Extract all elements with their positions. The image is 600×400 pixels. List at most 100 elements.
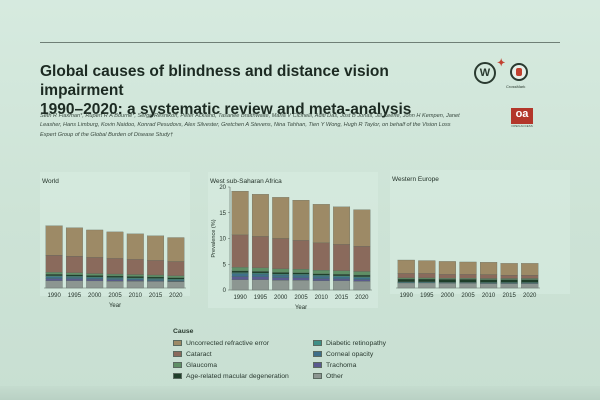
bar-segment (333, 278, 351, 281)
legend-swatch (313, 340, 322, 346)
bar-segment (231, 276, 249, 280)
bar-segment (333, 206, 351, 245)
bar-segment (521, 274, 539, 279)
x-tick-label: 1995 (420, 293, 434, 299)
bar-segment (65, 256, 83, 273)
x-tick-label: 2010 (129, 293, 143, 299)
bar-segment (500, 274, 518, 279)
bar-segment (231, 270, 249, 273)
x-tick-label: 1995 (68, 293, 82, 299)
bar-segment (480, 278, 498, 280)
bar-segment (126, 233, 144, 260)
bar-segment (126, 274, 144, 277)
x-axis-label: Year (109, 303, 121, 309)
bar-segment (86, 279, 104, 282)
bar-segment (65, 227, 83, 257)
bar-segment (459, 261, 477, 275)
bar-segment (272, 197, 290, 239)
legend-swatch (173, 373, 182, 379)
bar-segment (292, 272, 310, 275)
bar-segment (418, 282, 436, 289)
bar-segment (167, 279, 185, 281)
bar-segment (353, 279, 371, 282)
bar-segment (521, 279, 539, 283)
x-tick-label: 2020 (523, 293, 537, 299)
bar-segment (397, 278, 415, 282)
bar-segment (333, 276, 351, 280)
bar-segment (500, 278, 518, 280)
bar-segment (353, 277, 371, 280)
bar-segment (272, 272, 290, 275)
bar-segment (251, 279, 269, 291)
chart-panel-background (390, 170, 570, 294)
x-tick-label: 2015 (149, 293, 163, 299)
bar-segment (86, 277, 104, 280)
bar-segment (231, 272, 249, 274)
bar-segment (106, 231, 124, 259)
bar-segment (397, 282, 415, 289)
legend-label: Cataract (186, 351, 212, 358)
bar-segment (251, 272, 269, 275)
bar-segment (65, 272, 83, 275)
bar-segment (292, 275, 310, 279)
bar-segment (312, 270, 330, 274)
bar-segment (86, 229, 104, 258)
bar-segment (480, 274, 498, 279)
legend-swatch (173, 362, 182, 368)
bar-segment (312, 275, 330, 277)
bar-segment (521, 283, 539, 289)
bar-segment (86, 276, 104, 279)
legend-item: Trachoma (313, 362, 356, 371)
bar-segment (65, 274, 83, 277)
title-line-2: 1990–2020: a systematic review and meta-… (40, 101, 412, 118)
bar-segment (126, 259, 144, 275)
bar-segment (106, 277, 124, 279)
legend-label: Trachoma (326, 362, 357, 369)
x-tick-label: 2020 (355, 295, 369, 301)
bar-segment (521, 278, 539, 280)
bar-segment (86, 275, 104, 278)
bar-segment (106, 258, 124, 275)
y-tick-label: 15 (219, 211, 226, 217)
bar-segment (106, 275, 124, 278)
y-axis-label: Prevalence (%) (211, 219, 217, 257)
bar-segment (353, 276, 371, 278)
bar-segment (147, 235, 165, 261)
y-tick-label: 20 (219, 185, 226, 191)
legend-swatch (313, 362, 322, 368)
legend-label: Diabetic retinopathy (326, 340, 387, 347)
bar-segment (292, 240, 310, 270)
crossmark-label: CrossMark (506, 84, 526, 89)
bar-segment (65, 278, 83, 281)
open-access-sublabel: OPEN ACCESS (511, 124, 533, 128)
bar-segment (500, 283, 518, 289)
x-tick-label: 2015 (335, 295, 349, 301)
plus-icon: ✦ (497, 58, 506, 69)
screen-bottom-edge (0, 386, 600, 400)
chart-title: West sub-Saharan Africa (210, 178, 282, 185)
bar-segment (272, 273, 290, 276)
bar-segment (65, 280, 83, 289)
chart-panel: World 1990 1995 2000 2005 2010 2015 2020 Year (40, 172, 190, 309)
bar-segment (438, 261, 456, 275)
x-tick-label: 2000 (441, 293, 455, 299)
bar-segment (480, 279, 498, 283)
x-tick-label: 1990 (47, 293, 61, 299)
x-tick-label: 1995 (254, 295, 268, 301)
bar-segment (292, 274, 310, 276)
bar-segment (106, 279, 124, 282)
bar-segment (231, 190, 249, 236)
author-list: Seth R Flaxman*, Rupert R A Bourne*, Ser… (40, 113, 460, 138)
bar-segment (106, 273, 124, 277)
bar-segment (333, 275, 351, 277)
legend-swatch (173, 351, 182, 357)
bar-segment (312, 276, 330, 279)
chart-panel: Western Europe 1990 1995 2000 2005 2010 2015 20… (390, 170, 570, 299)
bar-segment (333, 244, 351, 271)
bar-segment (86, 273, 104, 276)
bar-segment (292, 280, 310, 291)
bar-segment (312, 204, 330, 244)
x-tick-label: 2005 (294, 295, 308, 301)
bar-segment (45, 255, 63, 273)
bar-segment (126, 281, 144, 289)
